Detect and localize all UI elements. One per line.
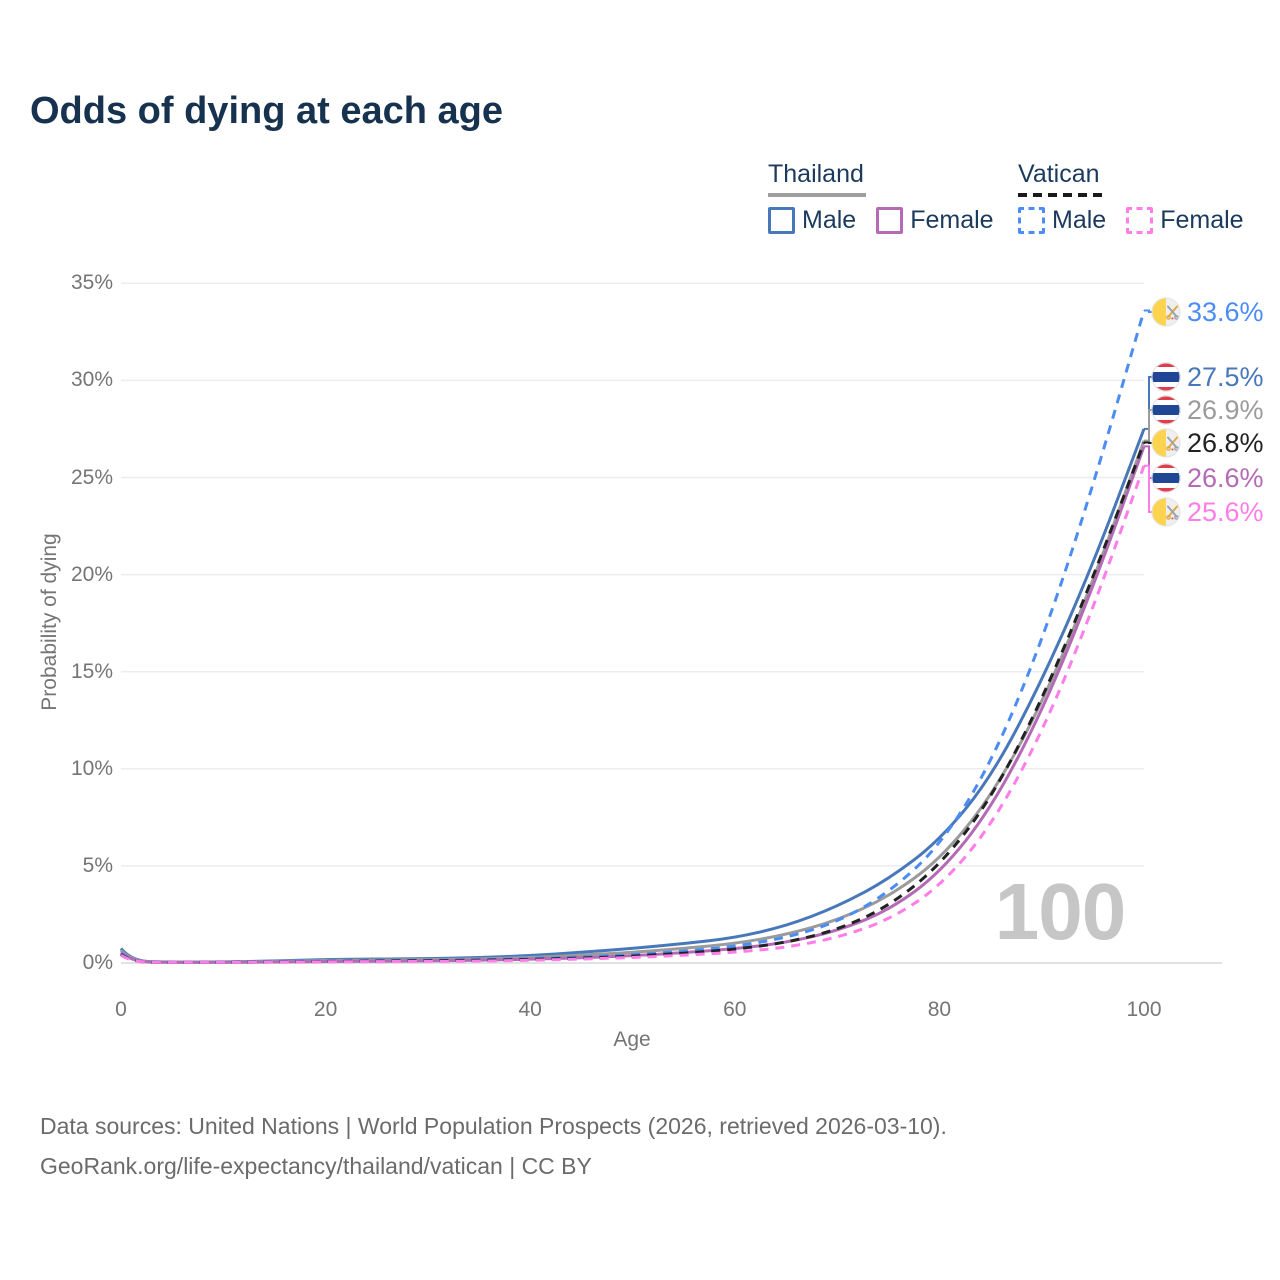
page-title: Odds of dying at each age <box>30 90 503 132</box>
legend-item-vatican-male[interactable]: Male <box>1018 206 1106 235</box>
legend-label: Male <box>1052 206 1107 234</box>
y-tick-label: 25% <box>70 465 113 489</box>
legend-items-vatican: Male Female <box>1018 206 1258 235</box>
legend-items-thailand: Male Female <box>768 206 994 235</box>
y-axis-title: Probability of dying <box>38 533 61 711</box>
x-tick-label: 40 <box>518 998 542 1021</box>
thailand-female-swatch-icon[interactable] <box>876 207 904 234</box>
x-axis-title: Age <box>613 1028 651 1051</box>
x-tick-label: 0 <box>115 998 127 1021</box>
value-label-text: 25.6% <box>1187 496 1264 527</box>
line-vatican-male <box>120 310 1146 964</box>
y-tick-label: 5% <box>82 853 113 877</box>
legend-title-vatican[interactable]: Vatican <box>1018 160 1100 188</box>
legend-label: Male <box>802 206 857 234</box>
line-vatican-female <box>120 465 1146 964</box>
y-tick-label: 0% <box>82 951 113 974</box>
x-tick-label: 100 <box>1126 998 1162 1021</box>
value-label-text: 26.9% <box>1187 394 1264 425</box>
value-label-thailand-female: 26.6% <box>1151 462 1264 494</box>
y-tick-label: 15% <box>70 659 113 683</box>
vatican-flag-icon <box>1151 497 1181 527</box>
thailand-flag-icon <box>1151 463 1181 493</box>
vatican-flag-icon <box>1151 297 1181 327</box>
value-label-vatican-male: 33.6% <box>1151 296 1264 328</box>
thailand-flag-icon <box>1151 362 1181 392</box>
footer-sources-line: Data sources: United Nations | World Pop… <box>40 1113 947 1139</box>
value-label-vatican-female: 25.6% <box>1151 496 1264 528</box>
value-label-text: 33.6% <box>1187 296 1264 327</box>
footer-link-line[interactable]: GeoRank.org/life-expectancy/thailand/vat… <box>40 1153 592 1179</box>
vatican-male-swatch-icon[interactable] <box>1018 207 1045 234</box>
legend-underline-vatican <box>1018 193 1106 197</box>
legend-item-vatican-female[interactable]: Female <box>1126 206 1244 235</box>
value-label-text: 27.5% <box>1187 361 1264 392</box>
x-tick-label: 60 <box>723 998 747 1021</box>
legend-label: Female <box>910 206 994 234</box>
thailand-male-swatch-icon[interactable] <box>768 207 795 234</box>
y-tick-label: 10% <box>70 756 113 780</box>
vatican-female-swatch-icon[interactable] <box>1126 207 1154 234</box>
value-label-text: 26.6% <box>1187 462 1264 493</box>
legend-item-thailand-male[interactable]: Male <box>768 206 856 235</box>
y-tick-label: 35% <box>70 271 113 295</box>
x-tick-label: 20 <box>313 998 338 1021</box>
footer: Data sources: United Nations | World Pop… <box>40 1106 947 1186</box>
value-label-text: 26.8% <box>1187 427 1264 458</box>
legend-item-thailand-female[interactable]: Female <box>876 206 994 235</box>
legend-title-thailand[interactable]: Thailand <box>768 160 864 188</box>
legend-group-thailand: Thailand Male Female <box>768 160 994 235</box>
value-label-thailand: 26.9% <box>1151 394 1264 426</box>
legend-underline-thailand <box>768 193 866 197</box>
age-indicator-watermark: 100 <box>994 867 1126 956</box>
legend-group-vatican: Vatican Male Female <box>1018 160 1258 235</box>
y-tick-label: 20% <box>70 562 113 586</box>
x-tick-label: 80 <box>927 998 952 1021</box>
legend-label: Female <box>1160 206 1244 234</box>
value-label-thailand-male: 27.5% <box>1151 361 1264 393</box>
y-tick-label: 30% <box>70 368 113 392</box>
thailand-flag-icon <box>1151 395 1181 425</box>
vatican-flag-icon <box>1151 428 1181 458</box>
value-label-vatican: 26.8% <box>1151 427 1264 459</box>
